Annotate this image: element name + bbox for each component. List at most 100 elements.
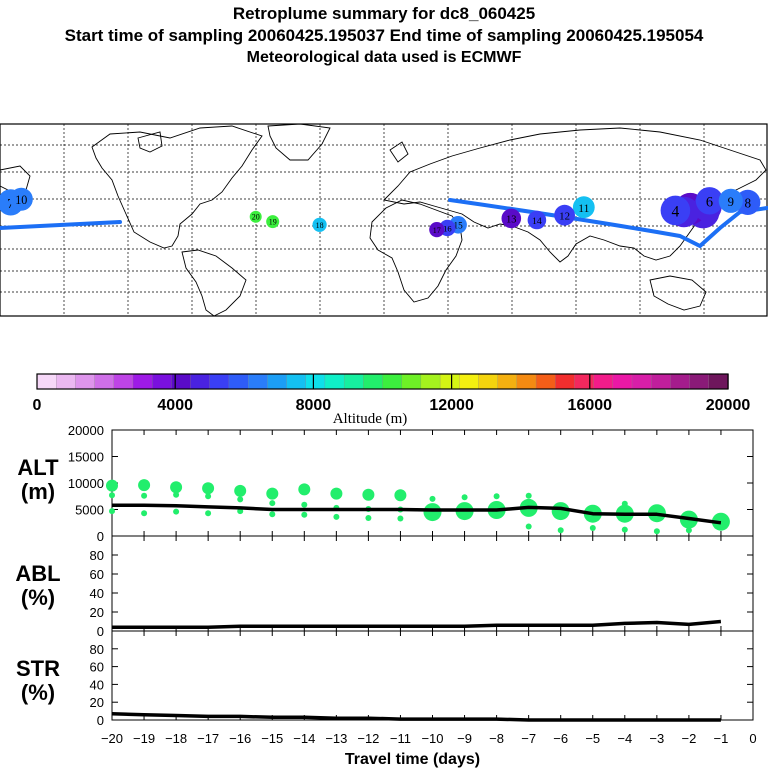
colorbar-cell — [343, 373, 365, 390]
trajectory-day-label: 15 — [454, 221, 464, 231]
x-tick-label: −19 — [133, 731, 155, 746]
altitude-cluster-dot — [429, 495, 436, 502]
colorbar-ticks: 0 4000 8000 12000 16000 20000 — [33, 374, 751, 414]
x-tick-label: −2 — [681, 731, 696, 746]
altitude-cluster-dot — [173, 491, 180, 498]
colorbar-cell — [670, 373, 691, 390]
y-tick-label: 5000 — [75, 503, 104, 518]
altitude-cluster-dot — [269, 500, 276, 507]
altitude-cluster-dot — [589, 525, 596, 531]
colorbar-cell — [267, 373, 288, 390]
colorbar-tick-label: 12000 — [429, 397, 474, 414]
altitude-cluster-dot — [138, 479, 151, 492]
flight-track — [0, 198, 768, 249]
trajectory-dot — [501, 208, 522, 229]
trajectory-day-label: 19 — [269, 217, 277, 226]
colorbar-tick-label: 20000 — [706, 397, 751, 414]
trajectory-points: 1234567891011121314151617181920 — [0, 187, 761, 238]
panel-frame — [111, 535, 754, 632]
colorbar-cell — [555, 373, 576, 390]
y-tick-label: 80 — [90, 642, 104, 657]
colorbar-cell — [209, 373, 230, 390]
colorbar-cell — [497, 373, 518, 390]
altitude-cluster-dot — [205, 493, 212, 500]
colorbar-cell — [651, 373, 672, 390]
colorbar-cell — [535, 373, 556, 390]
x-tick-label: −3 — [649, 731, 664, 746]
colorbar-cell — [382, 373, 403, 390]
altitude-cluster-dot — [365, 515, 372, 521]
x-tick-label: −9 — [457, 731, 472, 746]
colorbar-cell — [56, 373, 77, 390]
colorbar-cell — [420, 373, 441, 390]
panel-alt: 0 5000 10000 15000 20000 ALT(m) — [17, 423, 754, 544]
trajectory-day-label: 12 — [559, 211, 570, 223]
y-tick-label: 20000 — [68, 423, 104, 438]
trajectory-day-label: 11 — [578, 203, 589, 215]
met-data-line: Meteorological data used is ECMWF — [246, 49, 522, 66]
altitude-cluster-dot — [394, 489, 407, 502]
y-tick-label: 0 — [97, 624, 104, 639]
colorbar-cell — [132, 373, 153, 390]
colorbar-cell — [171, 373, 192, 390]
colorbar-cell — [612, 373, 633, 390]
trajectory-day-label: 18 — [316, 221, 324, 230]
colorbar-cell — [631, 373, 652, 390]
colorbar-title: Altitude (m) — [333, 411, 408, 427]
trajectory-day-label: 4 — [672, 204, 680, 221]
colorbar-cell — [36, 373, 57, 390]
altitude-cluster-dot — [461, 494, 468, 501]
x-tick-label: −11 — [390, 731, 411, 746]
altitude-cluster-dot — [423, 503, 442, 522]
altitude-cluster-dot — [397, 515, 404, 522]
trajectory-day-label: 8 — [745, 196, 752, 211]
panel-unit-label: (m) — [21, 479, 55, 504]
altitude-cluster-dot — [234, 484, 247, 497]
altitude-cluster-dot — [109, 492, 115, 499]
x-tick-label: −8 — [489, 731, 504, 746]
y-tick-label: 60 — [90, 660, 104, 675]
trajectory-dot — [249, 210, 262, 223]
y-tick-label: 80 — [90, 548, 104, 563]
y-tick-label: 40 — [90, 677, 104, 692]
altitude-cluster-dot — [362, 488, 375, 501]
x-tick-label: −18 — [165, 731, 187, 746]
colorbar-cell — [439, 373, 461, 390]
altitude-cluster-dot — [557, 527, 564, 534]
altitude-cluster-dot — [330, 487, 343, 500]
trajectory-day-label: 14 — [532, 216, 542, 227]
colorbar-cell — [75, 373, 96, 390]
x-tick-label: −7 — [521, 731, 536, 746]
y-tick-label: 40 — [90, 586, 104, 601]
colorbar: 0 4000 8000 12000 16000 20000 Altitude (m) — [33, 373, 751, 427]
x-tick-label: −13 — [325, 731, 347, 746]
x-tick-label: −1 — [714, 731, 729, 746]
altitude-cluster-dot — [653, 528, 660, 535]
sampling-times: Start time of sampling 20060425.195037 E… — [64, 26, 704, 45]
x-tick-label: −4 — [617, 731, 632, 746]
panel-label: ALT — [17, 455, 59, 480]
altitude-cluster-dot — [301, 511, 308, 518]
altitude-cluster-dot — [269, 511, 276, 518]
colorbar-cell — [190, 373, 211, 390]
colorbar-tick-label: 4000 — [157, 397, 193, 414]
x-tick-label: 0 — [749, 731, 756, 746]
altitude-cluster-dot — [525, 492, 532, 499]
altitude-cluster-dot — [621, 526, 628, 533]
trajectory-dot — [572, 196, 595, 219]
colorbar-cell — [459, 373, 480, 390]
colorbar-cells — [36, 373, 729, 390]
panel-unit-label: (%) — [21, 680, 55, 705]
trajectory-dot — [660, 195, 691, 226]
trajectory-day-label: 17 — [433, 226, 441, 235]
chart-title: Retroplume summary for dc8_060425 — [232, 4, 536, 23]
altitude-cluster-dot — [170, 481, 183, 494]
altitude-cluster-dot — [141, 492, 148, 499]
colorbar-cell — [516, 373, 537, 390]
colorbar-cell — [478, 373, 499, 390]
altitude-cluster-dot — [109, 508, 115, 515]
altitude-cluster-dot — [141, 510, 148, 517]
trajectory-day-label: 13 — [506, 215, 516, 226]
altitude-cluster-dot — [205, 510, 212, 517]
